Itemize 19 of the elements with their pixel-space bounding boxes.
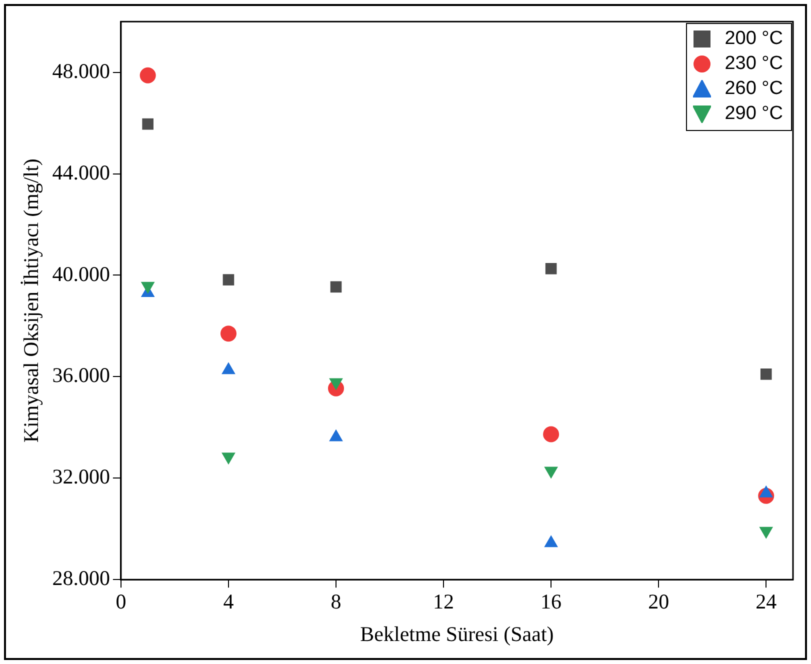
x-tick-label: 8 [330,590,342,614]
x-tick-label: 16 [540,590,562,614]
x-tick-label: 0 [116,590,126,614]
legend-label: 230 °C [724,53,783,76]
x-axis-title: Bekletme Süresi (Saat) [360,622,554,646]
legend-label: 200 °C [724,28,783,50]
x-tick-label: 4 [223,590,234,614]
y-axis-title: Kimyasal Oksijen İhtiyacı (mg/lt) [19,158,44,443]
y-tick-label: 36.000 [52,363,110,388]
y-tick-label: 28.000 [52,566,110,590]
y-tick-label: 44.000 [52,160,110,184]
y-tick-label: 32.000 [52,464,110,489]
y-tick-label: 48.000 [52,58,110,83]
x-tick-label: 24 [756,590,778,614]
y-tick-label: 40.000 [52,262,110,286]
legend-label: 290 °C [724,103,783,126]
x-tick-label: 12 [433,590,454,614]
legend-label: 260 °C [724,78,783,100]
x-tick-label: 20 [648,590,670,614]
